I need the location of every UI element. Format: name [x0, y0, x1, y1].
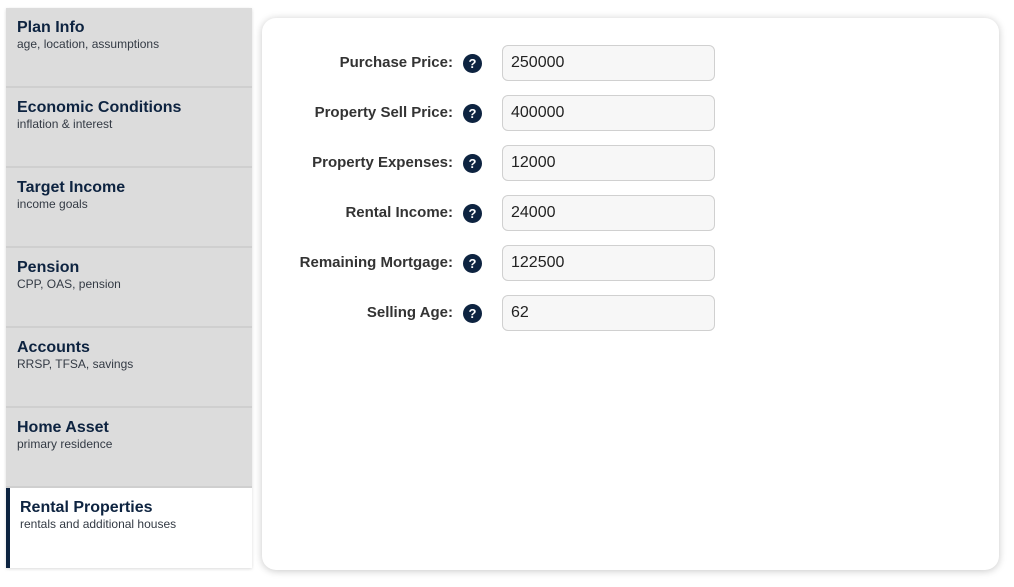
form-row-purchase-price: Purchase Price: ? — [262, 45, 999, 81]
sidebar-item-home-asset[interactable]: Home Asset primary residence — [6, 408, 252, 488]
field-label: Remaining Mortgage: — [299, 254, 453, 271]
nav-subtitle: primary residence — [17, 437, 113, 451]
purchase-price-input[interactable] — [502, 45, 715, 81]
field-label: Property Sell Price: — [314, 104, 453, 121]
help-icon[interactable]: ? — [463, 154, 482, 173]
rental-properties-form: Purchase Price: ? Property Sell Price: ?… — [262, 18, 999, 570]
property-sell-price-input[interactable] — [502, 95, 715, 131]
help-icon[interactable]: ? — [463, 104, 482, 123]
sidebar-nav: Plan Info age, location, assumptions Eco… — [6, 8, 252, 568]
nav-title: Target Income — [17, 179, 126, 196]
form-row-remaining-mortgage: Remaining Mortgage: ? — [262, 245, 999, 281]
form-row-property-expenses: Property Expenses: ? — [262, 145, 999, 181]
sidebar-item-plan-info[interactable]: Plan Info age, location, assumptions — [6, 8, 252, 88]
nav-subtitle: rentals and additional houses — [20, 517, 177, 531]
field-label: Rental Income: — [345, 204, 453, 221]
help-icon[interactable]: ? — [463, 304, 482, 323]
sidebar-item-economic-conditions[interactable]: Economic Conditions inflation & interest — [6, 88, 252, 168]
form-row-selling-age: Selling Age: ? — [262, 295, 999, 331]
property-expenses-input[interactable] — [502, 145, 715, 181]
form-row-property-sell-price: Property Sell Price: ? — [262, 95, 999, 131]
help-icon[interactable]: ? — [463, 254, 482, 273]
sidebar-item-accounts[interactable]: Accounts RRSP, TFSA, savings — [6, 328, 252, 408]
rental-income-input[interactable] — [502, 195, 715, 231]
nav-title: Home Asset — [17, 419, 109, 436]
form-row-rental-income: Rental Income: ? — [262, 195, 999, 231]
nav-subtitle: inflation & interest — [17, 117, 113, 131]
nav-subtitle: RRSP, TFSA, savings — [17, 357, 134, 371]
sidebar-item-pension[interactable]: Pension CPP, OAS, pension — [6, 248, 252, 328]
sidebar-item-rental-properties[interactable]: Rental Properties rentals and additional… — [6, 488, 252, 568]
nav-title: Plan Info — [17, 19, 85, 36]
help-icon[interactable]: ? — [463, 54, 482, 73]
nav-subtitle: income goals — [17, 197, 88, 211]
field-label: Purchase Price: — [339, 54, 453, 71]
sidebar-item-target-income[interactable]: Target Income income goals — [6, 168, 252, 248]
nav-title: Accounts — [17, 339, 90, 356]
nav-subtitle: CPP, OAS, pension — [17, 277, 121, 291]
nav-title: Economic Conditions — [17, 99, 182, 116]
nav-title: Rental Properties — [20, 499, 153, 516]
selling-age-input[interactable] — [502, 295, 715, 331]
nav-title: Pension — [17, 259, 80, 276]
help-icon[interactable]: ? — [463, 204, 482, 223]
nav-subtitle: age, location, assumptions — [17, 37, 160, 51]
remaining-mortgage-input[interactable] — [502, 245, 715, 281]
field-label: Selling Age: — [366, 304, 453, 321]
field-label: Property Expenses: — [312, 154, 453, 171]
